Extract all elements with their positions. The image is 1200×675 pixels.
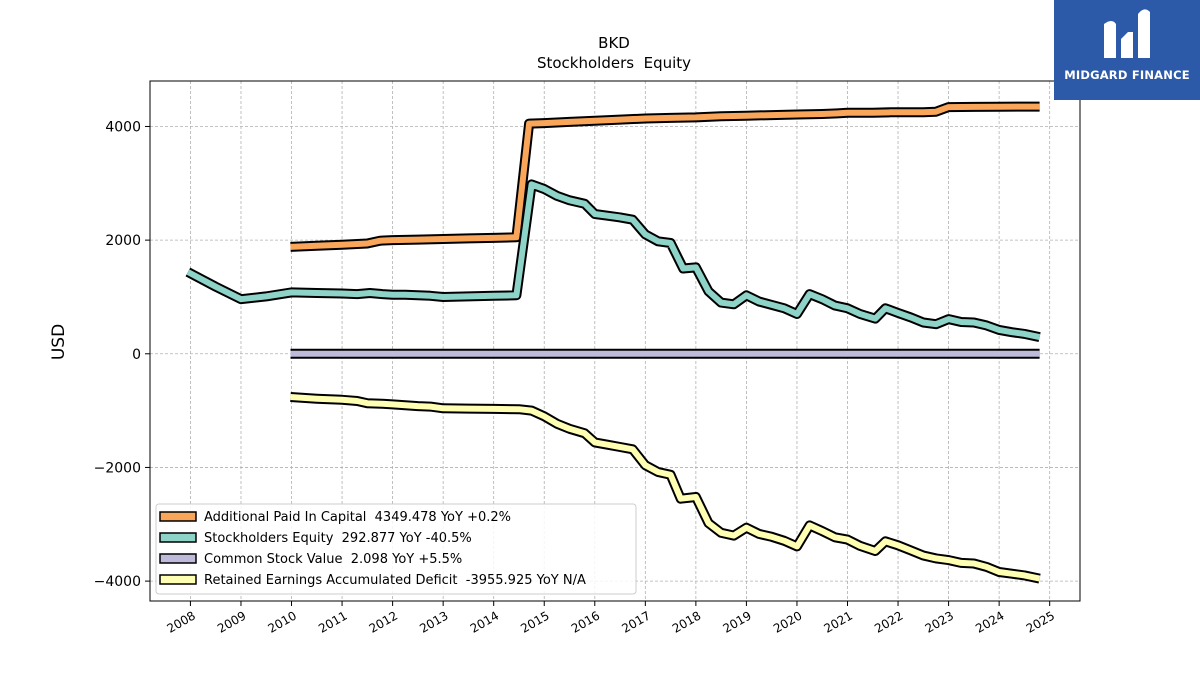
x-tick-label: 2012 (367, 608, 400, 635)
midgard-logo-icon (1104, 9, 1150, 58)
x-tick-label: 2021 (822, 608, 855, 635)
x-tick-label: 2022 (872, 608, 905, 635)
x-tick-label: 2018 (670, 608, 703, 635)
plot-area-frame (149, 80, 1081, 602)
x-tick-label: 2016 (569, 608, 602, 635)
y-tick-label: −4000 (94, 574, 141, 590)
chart-subtitle: Stockholders Equity (537, 54, 691, 72)
x-tick-label: 2025 (1024, 608, 1057, 635)
legend-swatch (159, 553, 197, 564)
series-group (185, 101, 1041, 584)
series-outline-1 (185, 179, 1041, 342)
legend-swatch (159, 511, 197, 522)
x-tick-label: 2014 (468, 608, 501, 635)
logo-text: MIDGARD FINANCE (1064, 68, 1190, 82)
x-tick-label: 2011 (316, 608, 349, 635)
x-tick-label: 2017 (619, 608, 652, 635)
y-axis-label: USD (49, 324, 69, 360)
x-tick-label: 2008 (164, 608, 197, 635)
x-tick-label: 2013 (417, 608, 450, 635)
y-tick-label: 4000 (105, 119, 141, 135)
legend-swatch (159, 574, 197, 585)
x-tick-label: 2024 (973, 608, 1006, 635)
y-axis: 4000 2000 0 −2000 −4000 (94, 119, 150, 590)
x-tick-label: 2020 (771, 608, 804, 635)
y-tick-label: 2000 (105, 233, 141, 249)
x-axis: 2008 2009 2010 2011 2012 2013 2014 2015 2016 2017… (164, 601, 1057, 636)
x-tick-label: 2015 (518, 608, 551, 635)
x-tick-label: 2009 (215, 608, 248, 635)
legend-swatch (159, 532, 197, 543)
legend-box (155, 503, 637, 595)
y-tick-label: −2000 (94, 460, 141, 476)
legend: Additional Paid In Capital 4349.478 YoY … (155, 503, 637, 595)
legend-label: Common Stock Value 2.098 YoY +5.5% (204, 552, 462, 567)
brand-logo: MIDGARD FINANCE (1054, 0, 1200, 100)
series-line-3 (290, 394, 1041, 582)
y-tick-label: 0 (132, 347, 141, 363)
series-line-0 (290, 103, 1040, 250)
x-tick-label: 2023 (923, 608, 956, 635)
series-line-1 (186, 181, 1041, 341)
x-tick-label: 2019 (720, 608, 753, 635)
legend-label: Stockholders Equity 292.877 YoY -40.5% (204, 531, 472, 546)
legend-label: Retained Earnings Accumulated Deficit -3… (204, 573, 586, 588)
series-outline-0 (290, 101, 1040, 252)
chart-title: BKD (598, 34, 630, 52)
x-tick-label: 2010 (266, 608, 299, 635)
legend-label: Additional Paid In Capital 4349.478 YoY … (204, 510, 511, 525)
